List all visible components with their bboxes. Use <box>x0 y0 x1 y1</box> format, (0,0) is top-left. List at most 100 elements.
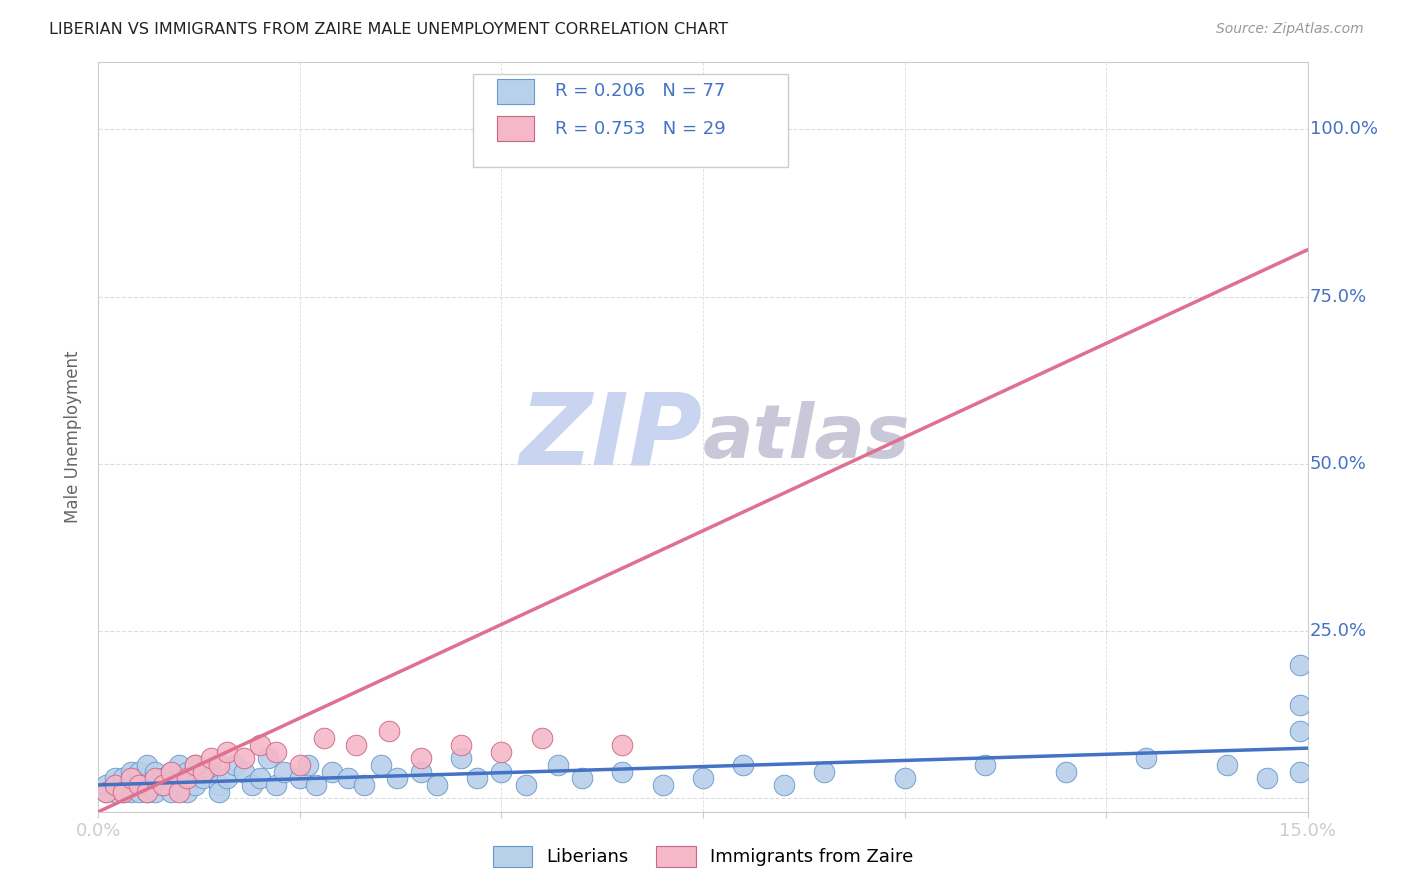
Point <box>264 778 287 792</box>
Point <box>370 758 392 772</box>
Point <box>111 785 134 799</box>
Point <box>128 764 150 779</box>
Point <box>232 764 254 779</box>
Point <box>1288 724 1310 739</box>
Point <box>530 731 553 746</box>
FancyBboxPatch shape <box>498 78 534 103</box>
Point <box>224 758 246 772</box>
Point <box>143 764 166 779</box>
Point <box>571 771 593 786</box>
Point <box>297 758 319 772</box>
Point <box>337 771 360 786</box>
Point <box>103 778 125 792</box>
Point <box>184 758 207 772</box>
Point <box>409 764 432 779</box>
Point <box>1135 751 1157 765</box>
Point <box>1256 771 1278 786</box>
Point <box>273 764 295 779</box>
Point <box>208 785 231 799</box>
Point <box>612 764 634 779</box>
Point <box>724 122 747 136</box>
Point <box>249 738 271 752</box>
Text: Source: ZipAtlas.com: Source: ZipAtlas.com <box>1216 22 1364 37</box>
Point <box>208 758 231 772</box>
Point <box>200 751 222 765</box>
Point <box>426 778 449 792</box>
Text: LIBERIAN VS IMMIGRANTS FROM ZAIRE MALE UNEMPLOYMENT CORRELATION CHART: LIBERIAN VS IMMIGRANTS FROM ZAIRE MALE U… <box>49 22 728 37</box>
Point <box>167 785 190 799</box>
Point <box>1216 758 1239 772</box>
Point <box>893 771 915 786</box>
Text: 50.0%: 50.0% <box>1310 455 1367 473</box>
Point <box>103 785 125 799</box>
Point <box>128 771 150 786</box>
Point <box>733 758 755 772</box>
Point <box>103 778 125 792</box>
Point <box>135 785 157 799</box>
Point <box>450 751 472 765</box>
Point <box>264 744 287 758</box>
Point <box>120 764 142 779</box>
Point <box>120 785 142 799</box>
Point <box>167 771 190 786</box>
Point <box>96 785 118 799</box>
Point <box>344 738 367 752</box>
Point <box>111 771 134 786</box>
Point <box>160 785 183 799</box>
Point <box>143 785 166 799</box>
Point <box>772 778 794 792</box>
Point <box>143 771 166 786</box>
Point <box>193 771 215 786</box>
Point <box>692 771 714 786</box>
Text: atlas: atlas <box>703 401 911 474</box>
Y-axis label: Male Unemployment: Male Unemployment <box>65 351 83 524</box>
Point <box>240 778 263 792</box>
Point <box>409 751 432 765</box>
Point <box>465 771 488 786</box>
Point <box>217 744 239 758</box>
Point <box>491 744 513 758</box>
Point <box>353 778 375 792</box>
Point <box>184 778 207 792</box>
Point <box>288 758 311 772</box>
Point <box>385 771 408 786</box>
Text: 75.0%: 75.0% <box>1310 287 1367 306</box>
Point <box>120 771 142 786</box>
Point <box>515 778 537 792</box>
Point <box>184 758 207 772</box>
Point <box>128 778 150 792</box>
Point <box>974 758 997 772</box>
Point <box>377 724 399 739</box>
Point <box>612 738 634 752</box>
Text: R = 0.206   N = 77: R = 0.206 N = 77 <box>555 82 725 100</box>
Point <box>200 764 222 779</box>
Point <box>547 758 569 772</box>
Point <box>217 771 239 786</box>
Point <box>176 764 198 779</box>
FancyBboxPatch shape <box>498 116 534 141</box>
Text: 25.0%: 25.0% <box>1310 622 1367 640</box>
Point <box>208 778 231 792</box>
Text: 100.0%: 100.0% <box>1310 120 1378 138</box>
Point <box>128 785 150 799</box>
Point <box>167 778 190 792</box>
Point <box>135 785 157 799</box>
Point <box>450 738 472 752</box>
Point <box>491 764 513 779</box>
Point <box>249 771 271 786</box>
Point <box>111 785 134 799</box>
Point <box>120 778 142 792</box>
Point <box>160 764 183 779</box>
Point <box>256 751 278 765</box>
Point <box>193 764 215 779</box>
Point <box>288 771 311 786</box>
Point <box>1288 657 1310 672</box>
Text: ZIP: ZIP <box>520 389 703 485</box>
Point <box>232 751 254 765</box>
Point <box>167 758 190 772</box>
Point <box>128 778 150 792</box>
Point <box>1288 698 1310 712</box>
Point <box>176 785 198 799</box>
Point <box>135 771 157 786</box>
Point <box>651 778 673 792</box>
